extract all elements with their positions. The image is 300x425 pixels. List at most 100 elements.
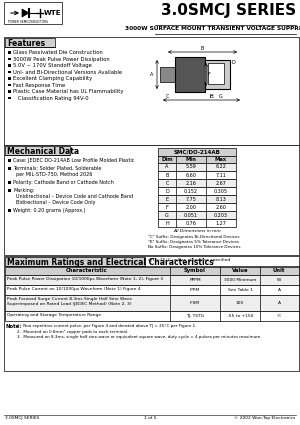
Text: No Suffix: Designates 10% Tolerance Devices: No Suffix: Designates 10% Tolerance Devi…	[148, 245, 241, 249]
Text: Maximum Ratings and Electrical Characteristics: Maximum Ratings and Electrical Character…	[7, 258, 214, 267]
Text: H: H	[165, 221, 169, 226]
Bar	[8, 57, 10, 60]
Text: "C" Suffix: Designates Bi-Directional Devices: "C" Suffix: Designates Bi-Directional De…	[148, 235, 239, 239]
Text: G: G	[165, 212, 169, 218]
Text: SMC/DO-214AB: SMC/DO-214AB	[174, 149, 220, 154]
Bar	[8, 181, 10, 184]
Bar	[158, 187, 236, 195]
Bar	[8, 167, 10, 170]
Bar	[8, 51, 10, 54]
Text: 6.22: 6.22	[216, 164, 226, 170]
Text: 1.  Non-repetitive current pulse, per Figure 4 and derated above TJ = 25°C per F: 1. Non-repetitive current pulse, per Fig…	[17, 324, 196, 328]
Text: Peak Forward Surge Current 8.3ms Single Half Sine Wave: Peak Forward Surge Current 8.3ms Single …	[7, 297, 132, 301]
Text: 5.0V ~ 170V Standoff Voltage: 5.0V ~ 170V Standoff Voltage	[13, 63, 92, 68]
Bar	[158, 211, 236, 219]
Bar	[158, 171, 236, 179]
Text: Glass Passivated Die Construction: Glass Passivated Die Construction	[13, 50, 103, 55]
Bar	[5, 257, 145, 266]
Bar	[5, 146, 70, 155]
Bar	[5, 38, 55, 47]
Bar	[8, 77, 10, 79]
Bar	[8, 90, 10, 93]
Text: 8.13: 8.13	[216, 196, 226, 201]
Text: 1 of 5: 1 of 5	[144, 416, 156, 420]
Bar	[158, 203, 236, 211]
Bar	[4, 37, 299, 145]
Text: Min: Min	[186, 157, 196, 162]
Polygon shape	[22, 9, 29, 17]
Bar	[8, 189, 10, 192]
Text: 2.00: 2.00	[186, 204, 196, 210]
Text: See Table 1: See Table 1	[227, 288, 253, 292]
Bar	[205, 60, 230, 89]
Text: Characteristic: Characteristic	[66, 268, 108, 273]
Bar	[175, 57, 205, 92]
Bar	[158, 148, 236, 156]
Bar	[158, 163, 236, 171]
Text: A: A	[278, 301, 280, 305]
Text: per MIL-STD-750, Method 2026: per MIL-STD-750, Method 2026	[13, 172, 92, 177]
Text: Superimposed on Rated Load (JEDEC Method) (Note 2, 3): Superimposed on Rated Load (JEDEC Method…	[7, 302, 131, 306]
Text: Polarity: Cathode Band or Cathode Notch: Polarity: Cathode Band or Cathode Notch	[13, 180, 114, 185]
Text: TJ, TSTG: TJ, TSTG	[186, 314, 204, 318]
Text: Unidirectional – Device Code and Cathode Band: Unidirectional – Device Code and Cathode…	[13, 194, 133, 199]
Text: 2.16: 2.16	[186, 181, 196, 185]
Text: 2.60: 2.60	[216, 204, 226, 210]
Text: Mechanical Data: Mechanical Data	[7, 147, 79, 156]
Bar	[8, 96, 10, 99]
Text: 2.67: 2.67	[216, 181, 226, 185]
Text: 3.0SMCJ SERIES: 3.0SMCJ SERIES	[161, 3, 296, 18]
Text: 6.60: 6.60	[186, 173, 196, 178]
Text: B: B	[201, 46, 204, 51]
Text: IFSM: IFSM	[190, 301, 200, 305]
Text: F: F	[166, 204, 168, 210]
Text: Symbol: Symbol	[184, 268, 206, 273]
Text: G: G	[219, 94, 223, 99]
Text: E: E	[210, 94, 213, 99]
Bar	[5, 267, 299, 275]
Text: PPPM: PPPM	[189, 278, 201, 282]
Text: D: D	[165, 189, 169, 193]
Text: © 2002 Won-Top Electronics: © 2002 Won-Top Electronics	[234, 416, 295, 420]
Text: 0.051: 0.051	[184, 212, 198, 218]
Text: Features: Features	[7, 39, 45, 48]
Text: IPPM: IPPM	[190, 288, 200, 292]
Text: "K" Suffix: Designates 5% Tolerance Devices: "K" Suffix: Designates 5% Tolerance Devi…	[148, 240, 239, 244]
Text: Marking:: Marking:	[13, 188, 34, 193]
Text: Unit: Unit	[273, 268, 285, 273]
Bar	[4, 145, 299, 255]
Text: A: A	[165, 164, 169, 170]
Text: A: A	[150, 72, 153, 77]
Text: Plastic Case Material has UL Flammability: Plastic Case Material has UL Flammabilit…	[13, 89, 124, 94]
Bar	[8, 209, 10, 212]
Text: All Dimensions in mm: All Dimensions in mm	[173, 229, 221, 233]
Text: 3.0SMCJ SERIES: 3.0SMCJ SERIES	[5, 416, 39, 420]
Text: C: C	[165, 181, 169, 185]
Text: 100: 100	[236, 301, 244, 305]
Text: @TJ=25°C unless otherwise specified: @TJ=25°C unless otherwise specified	[148, 258, 230, 262]
Bar	[8, 83, 10, 86]
Text: WTE: WTE	[44, 10, 61, 16]
Text: 0.305: 0.305	[214, 189, 228, 193]
Text: -55 to +150: -55 to +150	[227, 314, 253, 318]
Text: 1.27: 1.27	[216, 221, 226, 226]
Text: Uni- and Bi-Directional Versions Available: Uni- and Bi-Directional Versions Availab…	[13, 70, 122, 74]
Text: 3000 Minimum: 3000 Minimum	[224, 278, 256, 282]
Text: D: D	[232, 60, 236, 65]
Bar	[5, 311, 299, 321]
Text: 7.11: 7.11	[216, 173, 226, 178]
Bar	[158, 195, 236, 203]
Text: Weight: 0.20 grams (Approx.): Weight: 0.20 grams (Approx.)	[13, 208, 86, 213]
Text: Bidirectional – Device Code Only: Bidirectional – Device Code Only	[13, 200, 95, 205]
Bar	[8, 71, 10, 73]
Text: Operating and Storage Temperature Range: Operating and Storage Temperature Range	[7, 313, 101, 317]
Text: Max: Max	[215, 157, 227, 162]
Text: B: B	[165, 173, 169, 178]
Text: 7.75: 7.75	[186, 196, 196, 201]
Text: Terminals: Solder Plated, Solderable: Terminals: Solder Plated, Solderable	[13, 166, 101, 171]
Bar	[158, 156, 236, 163]
Bar	[205, 65, 208, 82]
Bar	[5, 295, 299, 311]
Text: Value: Value	[232, 268, 248, 273]
Text: E: E	[165, 196, 169, 201]
